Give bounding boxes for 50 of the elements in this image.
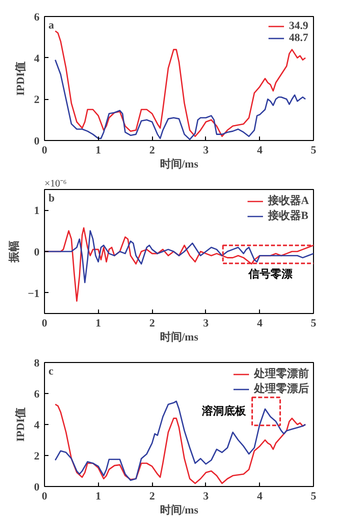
x-tick-label: 4 <box>256 490 263 502</box>
line-series <box>54 59 306 140</box>
x-tick-label: 0 <box>42 318 48 330</box>
x-tick-label: 5 <box>310 318 317 330</box>
chart-title: a <box>48 20 54 32</box>
y-tick-label: 2 <box>34 450 40 462</box>
chart-title: b <box>48 192 55 204</box>
y-tick-label: 6 <box>34 12 40 24</box>
x-tick-label: 3 <box>203 490 210 502</box>
x-tick-label: 4 <box>256 144 263 156</box>
y-tick-label: 8 <box>34 358 40 370</box>
legend-label: 处理零漂前 <box>254 366 309 381</box>
line-series <box>54 30 306 138</box>
x-tick-label: 2 <box>149 318 156 330</box>
x-tick-label: 5 <box>310 490 317 502</box>
x-tick-label: 3 <box>203 318 210 330</box>
y-tick-label: 0 <box>34 246 40 258</box>
y-axis-title: IPDI值 <box>15 61 27 96</box>
y-tick-label: −1 <box>28 288 40 300</box>
y-tick-label: 4 <box>34 52 40 65</box>
y-tick-label: 4 <box>34 420 40 432</box>
legend-label: 接收器B <box>268 208 308 223</box>
text: ×10⁻⁶ <box>44 178 68 190</box>
x-tick-label: 4 <box>256 318 263 330</box>
x-tick-label: 0 <box>42 144 48 156</box>
annotation: 信号零漂 <box>247 267 292 280</box>
x-tick-label: 1 <box>96 318 102 330</box>
x-axis-title: 时间/ms <box>160 330 199 344</box>
annotation: 溶洞底板 <box>201 404 248 418</box>
y-axis-title: IPDI值 <box>15 407 27 442</box>
legend-label: 接收器A <box>268 194 309 208</box>
y-tick-label: 6 <box>34 388 40 400</box>
x-tick-label: 5 <box>310 144 317 156</box>
x-tick-label: 2 <box>149 144 156 156</box>
y-tick-label: 0 <box>34 136 40 148</box>
x-tick-label: 3 <box>203 144 210 156</box>
chart-title: c <box>48 366 54 378</box>
y-tick-label: 2 <box>34 94 40 106</box>
y-tick-label: 1 <box>34 205 40 218</box>
x-tick-label: 1 <box>96 144 102 156</box>
x-tick-label: 0 <box>42 490 48 502</box>
legend-label: 处理零漂后 <box>254 382 309 396</box>
legend-label: 48.7 <box>289 32 309 44</box>
x-tick-label: 1 <box>96 490 102 502</box>
y-tick-label: 0 <box>34 482 40 494</box>
legend-label: 34.9 <box>289 20 309 32</box>
x-axis-title: 时间/ms <box>160 158 199 170</box>
x-tick-label: 2 <box>149 490 156 502</box>
x-axis-title: 时间/ms <box>160 504 199 516</box>
y-axis-title: 振幅 <box>8 240 21 264</box>
